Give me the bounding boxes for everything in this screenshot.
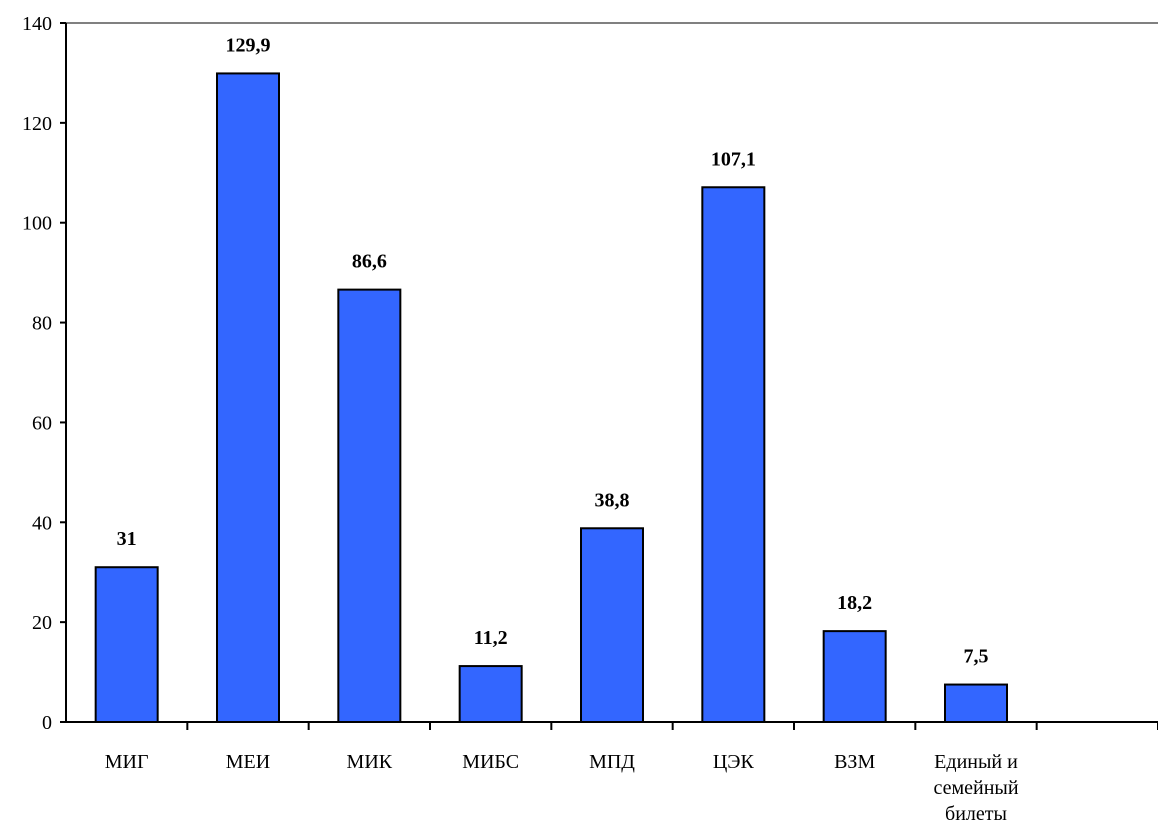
x-axis-ticks: МИГ МЕИ МИК МИБС МПД ЦЭК ВЗМ Единый и семейный би… [105, 722, 1158, 825]
y-tick-label: 80 [32, 313, 52, 335]
y-tick-label: 100 [22, 213, 52, 235]
y-axis-ticks: 0 20 40 60 80 100 120 140 [22, 13, 66, 734]
bar-6 [701, 186, 766, 723]
x-tick-label: МПД [589, 751, 635, 773]
data-label: 107,1 [711, 148, 756, 170]
y-tick-label: 20 [32, 612, 52, 634]
data-label: 38,8 [595, 489, 630, 511]
x-tick-label: ЦЭК [713, 751, 755, 773]
bar-3 [337, 288, 402, 723]
data-labels: 31 129,9 86,6 11,2 38,8 107,1 18,2 7,5 [117, 34, 989, 667]
data-label: 31 [117, 528, 137, 550]
x-tick-label-line: билеты [945, 803, 1007, 825]
data-label: 11,2 [474, 627, 508, 649]
x-tick-label-line: МЕИ [226, 751, 270, 773]
bar-7 [822, 630, 887, 724]
x-tick-label-line: Единый и [934, 751, 1018, 773]
x-tick-label: Единый и семейный билеты [933, 751, 1018, 825]
x-tick-label-line: семейный [933, 777, 1018, 799]
x-tick-label: МЕИ [226, 751, 270, 773]
data-label: 7,5 [964, 646, 989, 668]
x-tick-label: МИБС [462, 751, 519, 773]
data-label: 129,9 [226, 34, 271, 56]
y-tick-label: 40 [32, 512, 52, 534]
bars [94, 72, 1008, 724]
x-tick-label: МИГ [105, 751, 149, 773]
x-tick-label: ВЗМ [834, 751, 875, 773]
bar-1 [94, 566, 159, 723]
x-tick-label-line: ЦЭК [713, 751, 755, 773]
y-tick-label: 0 [42, 712, 52, 734]
bar-2 [216, 72, 280, 723]
x-tick-label-line: ВЗМ [834, 751, 875, 773]
bar-4 [458, 665, 523, 724]
x-tick-label: МИК [347, 751, 393, 773]
x-tick-label-line: МПД [589, 751, 635, 773]
y-tick-label: 120 [22, 113, 52, 135]
x-tick-label-line: МИБС [462, 751, 519, 773]
data-label: 86,6 [352, 251, 387, 273]
bar-5 [580, 527, 644, 724]
x-tick-label-line: МИК [347, 751, 393, 773]
data-label: 18,2 [837, 592, 872, 614]
y-tick-label: 140 [22, 13, 52, 35]
bar-8 [944, 683, 1008, 724]
x-tick-label-line: МИГ [105, 751, 149, 773]
y-tick-label: 60 [32, 412, 52, 434]
